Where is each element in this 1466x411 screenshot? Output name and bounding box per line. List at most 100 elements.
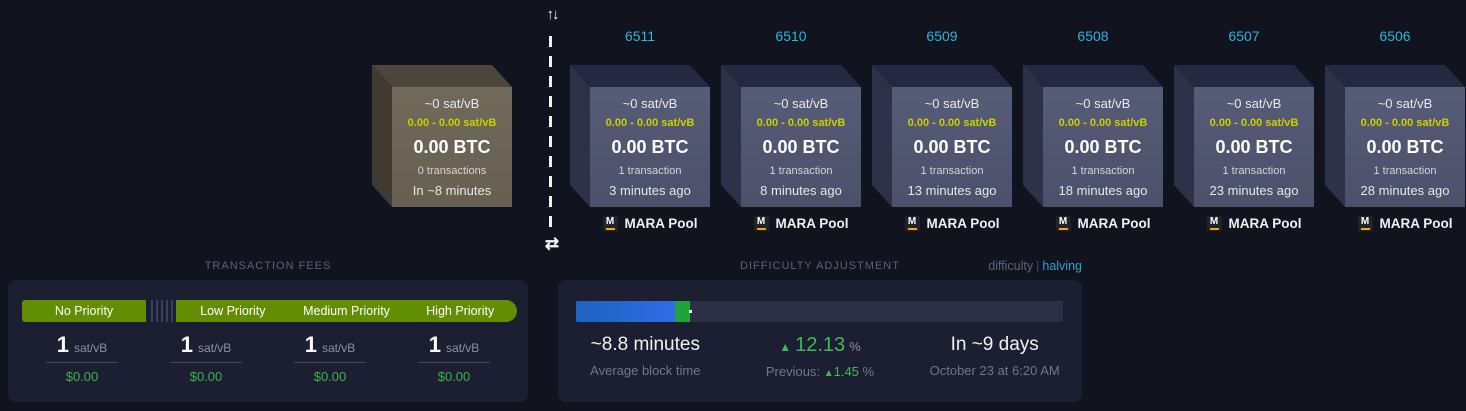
pool-name: MARA Pool bbox=[775, 216, 849, 231]
pool-name: MARA Pool bbox=[926, 216, 1000, 231]
block-front-face: ~0 sat/vB 0.00 - 0.00 sat/vB 0.00 BTC 1 … bbox=[1345, 87, 1465, 207]
block-total-btc: 0.00 BTC bbox=[611, 137, 689, 157]
pending-fee-range: 0.00 - 0.00 sat/vB bbox=[407, 117, 497, 129]
fee-tier-no-priority: No Priority bbox=[22, 300, 146, 322]
block-column: 6511 ~0 sat/vB 0.00 - 0.00 sat/vB 0.00 B… bbox=[570, 0, 710, 245]
block-column: 6507 ~0 sat/vB 0.00 - 0.00 sat/vB 0.00 B… bbox=[1174, 0, 1314, 245]
pending-eta: In ~8 minutes bbox=[412, 183, 492, 198]
block-top-face bbox=[1023, 65, 1163, 87]
difficulty-change-stat: ▲ 12.13% Previous: ▲1.45 % bbox=[733, 334, 908, 379]
mined-block[interactable]: ~0 sat/vB 0.00 - 0.00 sat/vB 0.00 BTC 1 … bbox=[872, 65, 1012, 207]
mining-pool-link[interactable]: M MARA Pool bbox=[1345, 216, 1465, 231]
epoch-change-segment bbox=[675, 301, 691, 322]
block-top-face bbox=[1174, 65, 1314, 87]
block-median-feerate: ~0 sat/vB bbox=[1075, 96, 1131, 111]
block-median-feerate: ~0 sat/vB bbox=[622, 96, 678, 111]
pending-median-feerate: ~0 sat/vB bbox=[424, 96, 480, 111]
block-tx-count: 1 transaction bbox=[920, 165, 984, 177]
block-top-face bbox=[721, 65, 861, 87]
pending-block-front-face: ~0 sat/vB 0.00 - 0.00 sat/vB 0.00 BTC 0 … bbox=[392, 87, 512, 207]
block-front-face: ~0 sat/vB 0.00 - 0.00 sat/vB 0.00 BTC 1 … bbox=[892, 87, 1012, 207]
pending-block-top-face bbox=[372, 65, 512, 87]
epoch-elapsed-segment bbox=[576, 301, 676, 322]
block-height-link[interactable]: 6507 bbox=[1228, 28, 1260, 44]
mara-pool-icon: M bbox=[1206, 216, 1222, 231]
block-front-face: ~0 sat/vB 0.00 - 0.00 sat/vB 0.00 BTC 1 … bbox=[590, 87, 710, 207]
block-mined-time: 13 minutes ago bbox=[907, 183, 997, 198]
mined-block[interactable]: ~0 sat/vB 0.00 - 0.00 sat/vB 0.00 BTC 1 … bbox=[1023, 65, 1163, 207]
average-block-time-label: Average block time bbox=[590, 363, 701, 378]
block-top-face bbox=[872, 65, 1012, 87]
block-total-btc: 0.00 BTC bbox=[1064, 137, 1142, 157]
block-side-face bbox=[570, 65, 590, 207]
block-median-feerate: ~0 sat/vB bbox=[924, 96, 980, 111]
mara-pool-icon: M bbox=[1357, 216, 1373, 231]
up-arrow-icon: ▲ bbox=[779, 340, 792, 354]
difficulty-change-value: ▲ 12.13% bbox=[779, 334, 861, 356]
mara-pool-icon: M bbox=[1055, 216, 1071, 231]
average-block-time-stat: ~8.8 minutes Average block time bbox=[558, 334, 733, 379]
block-column: 6509 ~0 sat/vB 0.00 - 0.00 sat/vB 0.00 B… bbox=[872, 0, 1012, 245]
block-mined-time: 23 minutes ago bbox=[1209, 183, 1299, 198]
difficulty-adjustment-card: ~8.8 minutes Average block time ▲ 12.13% … bbox=[558, 280, 1082, 402]
epoch-now-marker bbox=[688, 310, 692, 313]
mining-pool-link[interactable]: M MARA Pool bbox=[590, 216, 710, 231]
previous-change: Previous: ▲1.45 % bbox=[765, 364, 875, 379]
transaction-fees-card: No Priority Low Priority Medium Priority… bbox=[8, 280, 528, 402]
mined-block[interactable]: ~0 sat/vB 0.00 - 0.00 sat/vB 0.00 BTC 1 … bbox=[1325, 65, 1465, 207]
block-height-link[interactable]: 6511 bbox=[624, 28, 656, 44]
divider bbox=[170, 362, 242, 363]
mining-pool-link[interactable]: M MARA Pool bbox=[741, 216, 861, 231]
block-total-btc: 0.00 BTC bbox=[913, 137, 991, 157]
block-tx-count: 1 transaction bbox=[769, 165, 833, 177]
fee-tier-high-priority: High Priority bbox=[426, 304, 495, 318]
mined-block[interactable]: ~0 sat/vB 0.00 - 0.00 sat/vB 0.00 BTC 1 … bbox=[570, 65, 710, 207]
block-fee-range: 0.00 - 0.00 sat/vB bbox=[907, 117, 997, 129]
transaction-fees-title: TRANSACTION FEES bbox=[204, 260, 332, 272]
mined-block[interactable]: ~0 sat/vB 0.00 - 0.00 sat/vB 0.00 BTC 1 … bbox=[1174, 65, 1314, 207]
up-arrow-icon: ▲ bbox=[823, 368, 834, 379]
block-median-feerate: ~0 sat/vB bbox=[1226, 96, 1282, 111]
difficulty-stats-row: ~8.8 minutes Average block time ▲ 12.13% … bbox=[558, 334, 1082, 379]
fee-value-low-priority: 1 sat/vB $0.00 bbox=[144, 332, 268, 384]
block-tx-count: 1 transaction bbox=[1373, 165, 1437, 177]
fee-value-medium-priority: 1 sat/vB $0.00 bbox=[268, 332, 392, 384]
block-height-link[interactable]: 6508 bbox=[1077, 28, 1109, 44]
block-mined-time: 3 minutes ago bbox=[609, 183, 691, 198]
pending-tx-count: 0 transactions bbox=[417, 165, 487, 177]
block-fee-range: 0.00 - 0.00 sat/vB bbox=[756, 117, 846, 129]
block-total-btc: 0.00 BTC bbox=[762, 137, 840, 157]
pool-name: MARA Pool bbox=[1077, 216, 1151, 231]
block-column: 6508 ~0 sat/vB 0.00 - 0.00 sat/vB 0.00 B… bbox=[1023, 0, 1163, 245]
pool-name: MARA Pool bbox=[624, 216, 698, 231]
retarget-stat: In ~9 days October 23 at 6:20 AM bbox=[907, 334, 1082, 379]
block-fee-range: 0.00 - 0.00 sat/vB bbox=[605, 117, 695, 129]
block-tx-count: 1 transaction bbox=[1071, 165, 1135, 177]
block-side-face bbox=[1325, 65, 1345, 207]
pending-block[interactable]: ~0 sat/vB 0.00 - 0.00 sat/vB 0.00 BTC 0 … bbox=[372, 65, 512, 207]
halving-link[interactable]: halving bbox=[1042, 259, 1082, 273]
pool-name: MARA Pool bbox=[1379, 216, 1453, 231]
block-tx-count: 1 transaction bbox=[618, 165, 682, 177]
difficulty-link[interactable]: difficulty bbox=[988, 259, 1034, 273]
mining-pool-link[interactable]: M MARA Pool bbox=[1043, 216, 1163, 231]
mining-pool-link[interactable]: M MARA Pool bbox=[1194, 216, 1314, 231]
block-total-btc: 0.00 BTC bbox=[1215, 137, 1293, 157]
block-height-link[interactable]: 6506 bbox=[1379, 28, 1411, 44]
mined-block[interactable]: ~0 sat/vB 0.00 - 0.00 sat/vB 0.00 BTC 1 … bbox=[721, 65, 861, 207]
block-median-feerate: ~0 sat/vB bbox=[1377, 96, 1433, 111]
block-front-face: ~0 sat/vB 0.00 - 0.00 sat/vB 0.00 BTC 1 … bbox=[741, 87, 861, 207]
fee-bar-stripe-divider bbox=[148, 300, 174, 322]
block-side-face bbox=[721, 65, 741, 207]
block-height-link[interactable]: 6510 bbox=[775, 28, 807, 44]
block-column: 6506 ~0 sat/vB 0.00 - 0.00 sat/vB 0.00 B… bbox=[1325, 0, 1465, 245]
block-column: 6510 ~0 sat/vB 0.00 - 0.00 sat/vB 0.00 B… bbox=[721, 0, 861, 245]
fee-tier-group: Low Priority Medium Priority High Priori… bbox=[176, 300, 517, 322]
block-side-face bbox=[1023, 65, 1043, 207]
mining-pool-link[interactable]: M MARA Pool bbox=[892, 216, 1012, 231]
link-divider: | bbox=[1036, 259, 1040, 273]
fee-value-no-priority: 1 sat/vB $0.00 bbox=[20, 332, 144, 384]
block-height-link[interactable]: 6509 bbox=[926, 28, 958, 44]
mara-pool-icon: M bbox=[904, 216, 920, 231]
pool-name: MARA Pool bbox=[1228, 216, 1302, 231]
